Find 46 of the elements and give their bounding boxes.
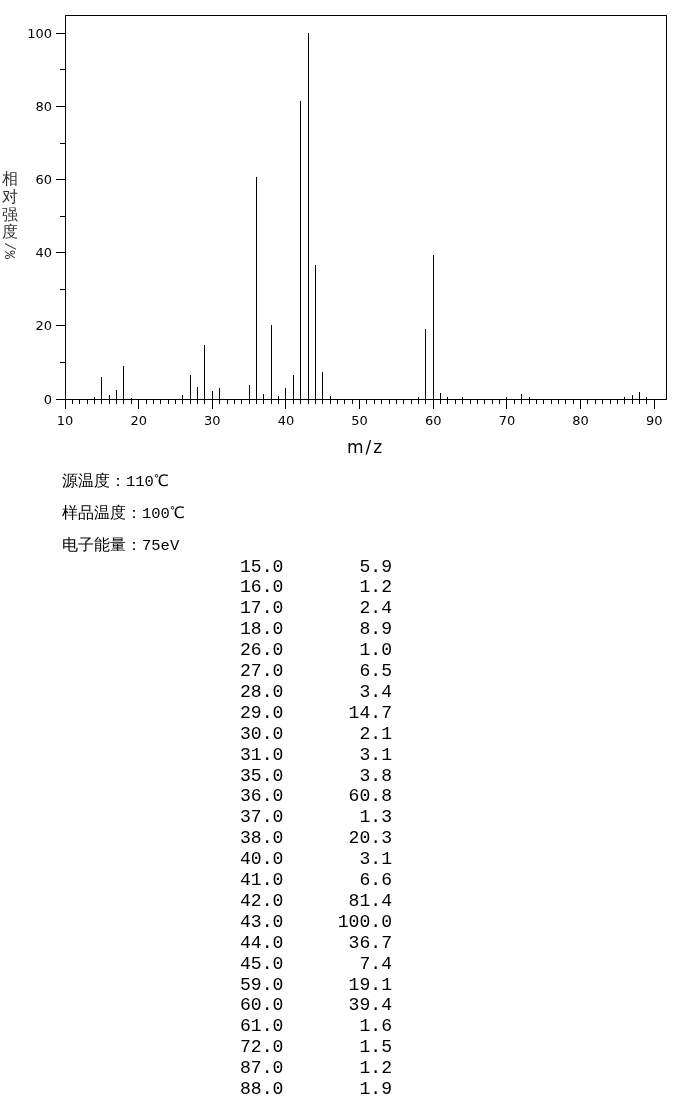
text: 电子能量：75eV: [62, 536, 180, 555]
x-tick-label: 30: [204, 413, 221, 428]
x-tick-label: 50: [351, 413, 368, 428]
y-tick-label: 0: [43, 391, 52, 407]
text: 59.0 19.1: [240, 974, 393, 995]
y-tick-label: 60: [35, 172, 52, 188]
x-tick-label: 90: [645, 413, 663, 428]
text: 26.0 1.0: [240, 640, 393, 661]
x-tick-label: 70: [498, 413, 516, 428]
x-tick-label: 20: [130, 413, 147, 428]
y-tick-label: 40: [35, 245, 52, 261]
x-tick-label: 60: [424, 413, 442, 428]
text: 28.0 3.4: [240, 681, 393, 702]
text: 37.0 1.3: [240, 807, 393, 828]
text: 72.0 1.5: [240, 1037, 393, 1058]
text: 17.0 2.4: [240, 598, 393, 619]
text: 31.0 3.1: [240, 744, 393, 765]
text: 88.0 1.9: [240, 1079, 393, 1099]
x-tick-label: 40: [277, 413, 295, 428]
y-tick-label: 80: [35, 98, 52, 114]
text: 36.0 60.8: [240, 786, 393, 807]
text: 38.0 20.3: [240, 828, 393, 849]
text: 87.0 1.2: [240, 1058, 393, 1079]
text: 42.0 81.4: [240, 890, 393, 911]
y-tick-label: 100: [27, 25, 52, 41]
text: 30.0 2.1: [240, 723, 393, 744]
text: 29.0 14.7: [240, 702, 393, 723]
text: 45.0 7.4: [240, 953, 393, 974]
text: 41.0 6.6: [240, 870, 393, 890]
y-axis-title: 相对强度/%: [0, 169, 18, 260]
text: 44.0 36.7: [240, 932, 393, 953]
text: 18.0 8.9: [240, 619, 393, 640]
text: 27.0 6.5: [240, 661, 393, 681]
text: 16.0 1.2: [240, 577, 393, 598]
text: 样品温度：100℃: [62, 504, 185, 523]
x-tick-label: 10: [56, 413, 74, 428]
text: 60.0 39.4: [240, 995, 393, 1016]
x-tick-label: 80: [572, 413, 589, 428]
text: 35.0 3.8: [240, 765, 393, 786]
x-axis-title: m/z: [346, 437, 385, 457]
y-tick-label: 20: [35, 318, 52, 334]
text: 源温度：110℃: [62, 472, 169, 491]
text: 43.0 100.0: [240, 911, 393, 932]
text: 15.0 5.9: [240, 556, 393, 577]
text: 61.0 1.6: [240, 1016, 393, 1037]
text: 40.0 3.1: [240, 849, 393, 870]
